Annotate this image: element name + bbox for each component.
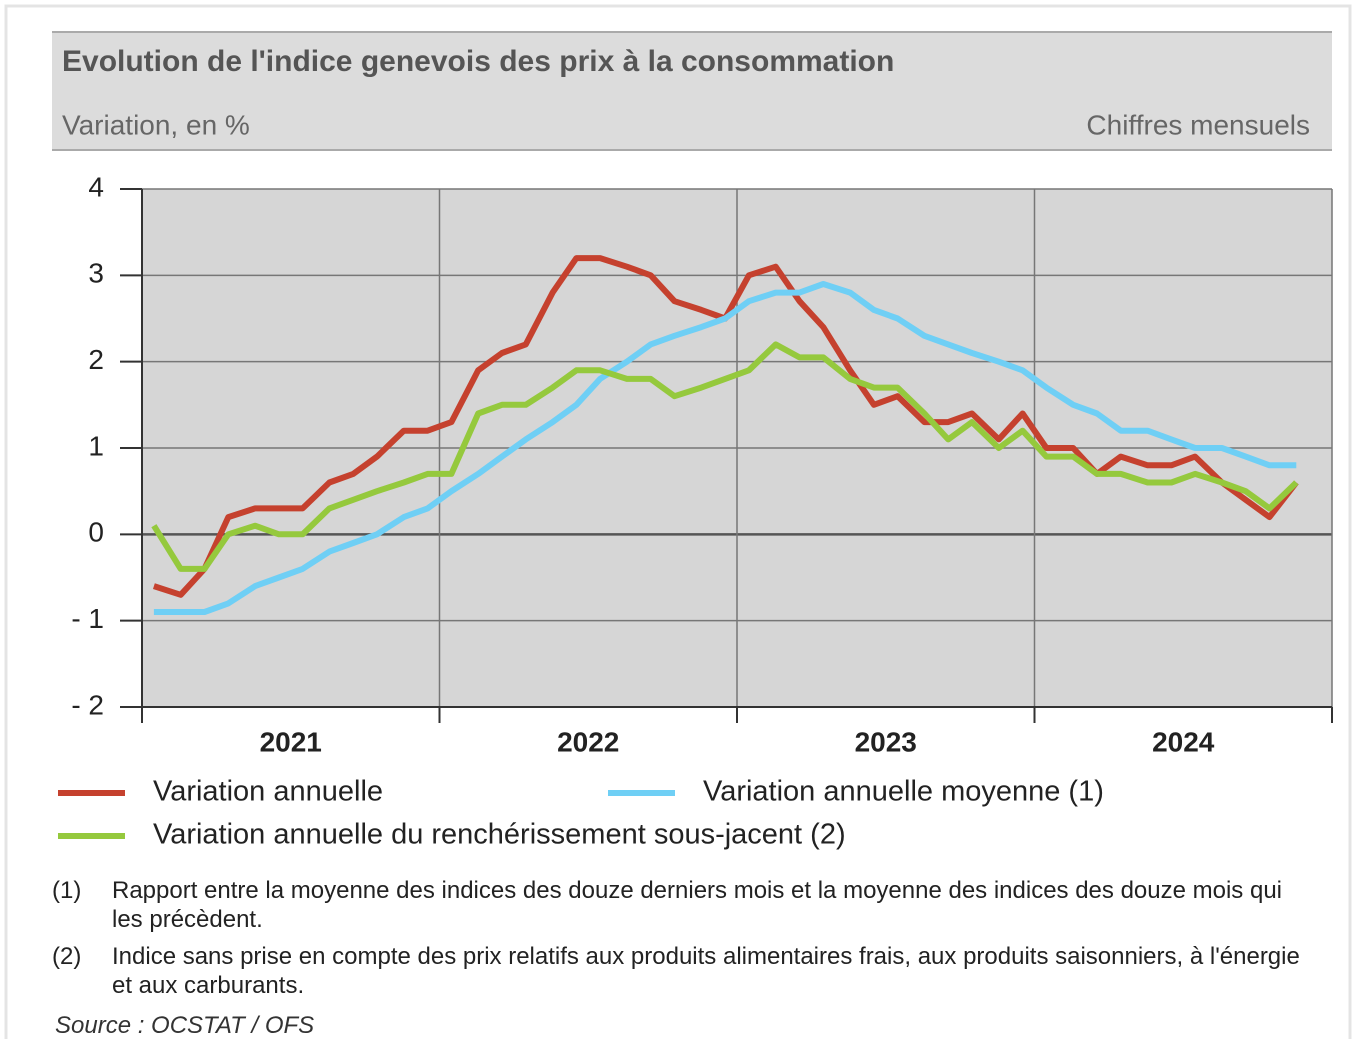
y-tick-label: 3 [88,258,104,289]
y-tick-label: 4 [88,171,104,202]
y-tick-label: - 1 [71,603,104,634]
x-tick-label: 2023 [855,726,917,757]
x-tick-label: 2022 [557,726,619,757]
footnote: (2) Indice sans prise en compte des prix … [52,942,1312,1000]
y-tick-label: 0 [88,517,104,548]
series-line [153,281,1297,615]
y-tick-label: 1 [88,430,104,461]
source: Source : OCSTAT / OFS [55,1012,315,1039]
footnote-text: Indice sans prise en compte des prix rel… [112,943,1300,999]
footnote-text: Rapport entre la moyenne des indices des… [112,877,1282,933]
chart-subtitle: Variation, en % [62,109,250,140]
y-tick-label: - 2 [71,689,104,720]
legend-label: Variation annuelle du renchérissement so… [153,819,846,851]
footnote: (1) Rapport entre la moyenne des indices … [52,876,1312,934]
footnote-marker: (2) [52,943,82,970]
x-tick-label: 2021 [260,726,322,757]
legend-label: Variation annuelle [153,776,383,808]
chart-title: Evolution de l'indice genevois des prix … [62,45,894,78]
footnote-marker: (1) [52,877,82,904]
x-tick-label: 2024 [1152,726,1215,757]
series-line [151,341,1299,572]
header-box [52,32,1332,150]
legend-label: Variation annuelle moyenne (1) [703,776,1104,808]
chart-subtitle-right: Chiffres mensuels [1086,109,1310,140]
y-tick-label: 2 [88,344,104,375]
